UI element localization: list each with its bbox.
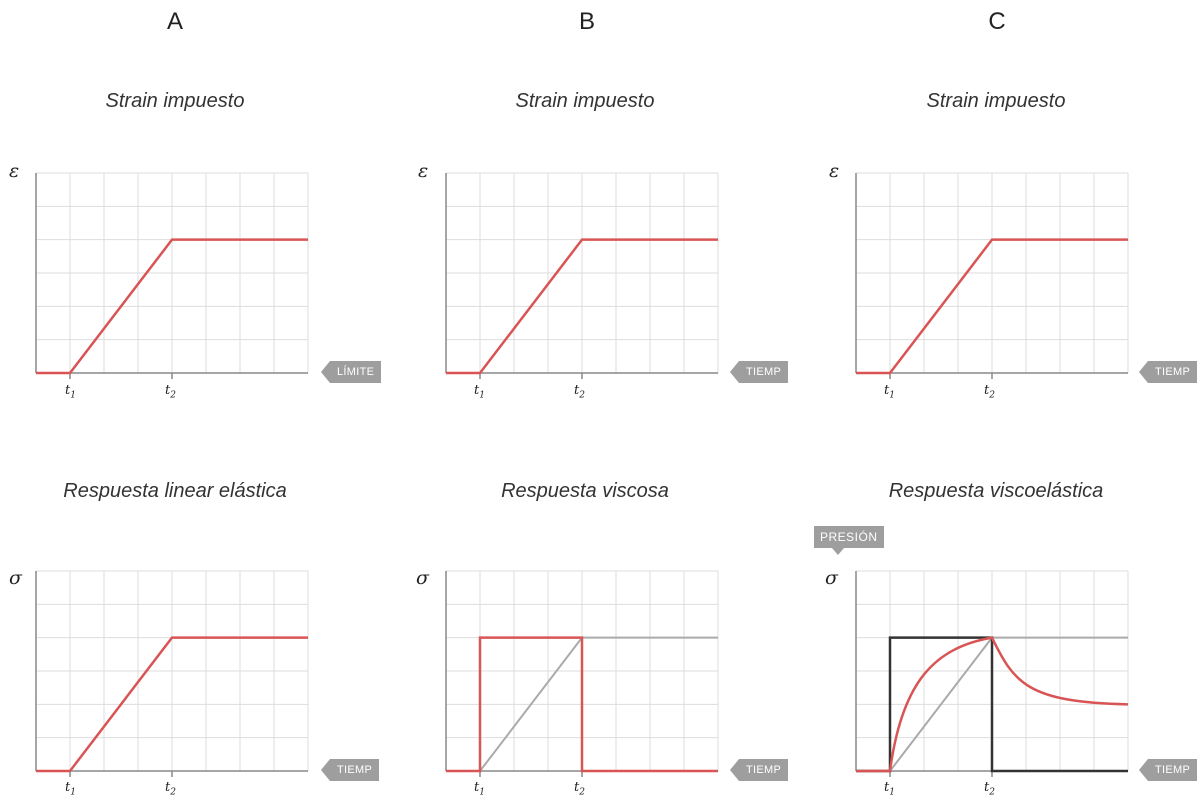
time-axis-tag-c-bottom[interactable]: TIEMP [1138,759,1198,781]
t2-label-c-top: t2 [984,383,995,401]
t2-label-b-top: t2 [574,383,585,401]
t2-label-a-top: t2 [165,383,176,401]
epsilon-symbol-a: ε [9,160,20,182]
t1-label-c-bottom: t1 [884,780,895,798]
strain-ramp-curve [36,636,308,773]
panel-a-bottom-title: Respuesta linear elástica [63,480,287,502]
panel-a-top-title: Strain impuesto [105,90,245,112]
t2-label-c-bottom: t2 [984,780,995,798]
t1-label-a-bottom: t1 [65,780,76,798]
t2-label-a-bottom: t2 [165,780,176,798]
plot-b-top [445,172,719,379]
plot-c-top [855,172,1129,379]
strain-ramp-curve [36,238,308,375]
panel-c-top-title: Strain impuesto [926,90,1066,112]
time-axis-tag-b-bottom[interactable]: TIEMP [729,759,789,781]
epsilon-symbol-c: ε [829,160,840,182]
strain-ramp-curve [446,238,718,375]
plot-a-bottom [35,570,309,777]
plot-b-bottom [445,570,719,777]
sigma-symbol-c: σ [825,567,838,589]
pressure-axis-tag[interactable]: PRESIÓN [814,526,884,555]
plot-a-top [35,172,309,379]
epsilon-symbol-b: ε [418,160,429,182]
column-label-a: A [166,8,183,35]
viscoelastic-response-curve [856,636,1129,773]
t1-label-c-top: t1 [884,383,895,401]
panel-b-top-title: Strain impuesto [515,90,655,112]
viscous-response-curve [446,636,718,773]
panel-c-bottom-title: Respuesta viscoelástica [888,480,1104,502]
column-label-c: C [988,8,1006,35]
t2-label-b-bottom: t2 [574,780,585,798]
time-axis-tag-a-bottom[interactable]: TIEMP [320,759,380,781]
column-label-b: B [578,8,595,35]
time-axis-tag-b-top[interactable]: TIEMP [729,361,789,383]
plot-c-bottom [855,570,1129,777]
panel-b-bottom-title: Respuesta viscosa [501,480,669,502]
t1-label-a-top: t1 [65,383,76,401]
t1-label-b-top: t1 [474,383,485,401]
time-axis-tag-c-top[interactable]: TIEMP [1138,361,1198,383]
t1-label-b-bottom: t1 [474,780,485,798]
sigma-symbol-a: σ [9,567,22,589]
time-axis-tag-a-top[interactable]: LÍMITE [320,361,382,383]
strain-ramp-curve [856,238,1128,375]
sigma-symbol-b: σ [416,567,429,589]
